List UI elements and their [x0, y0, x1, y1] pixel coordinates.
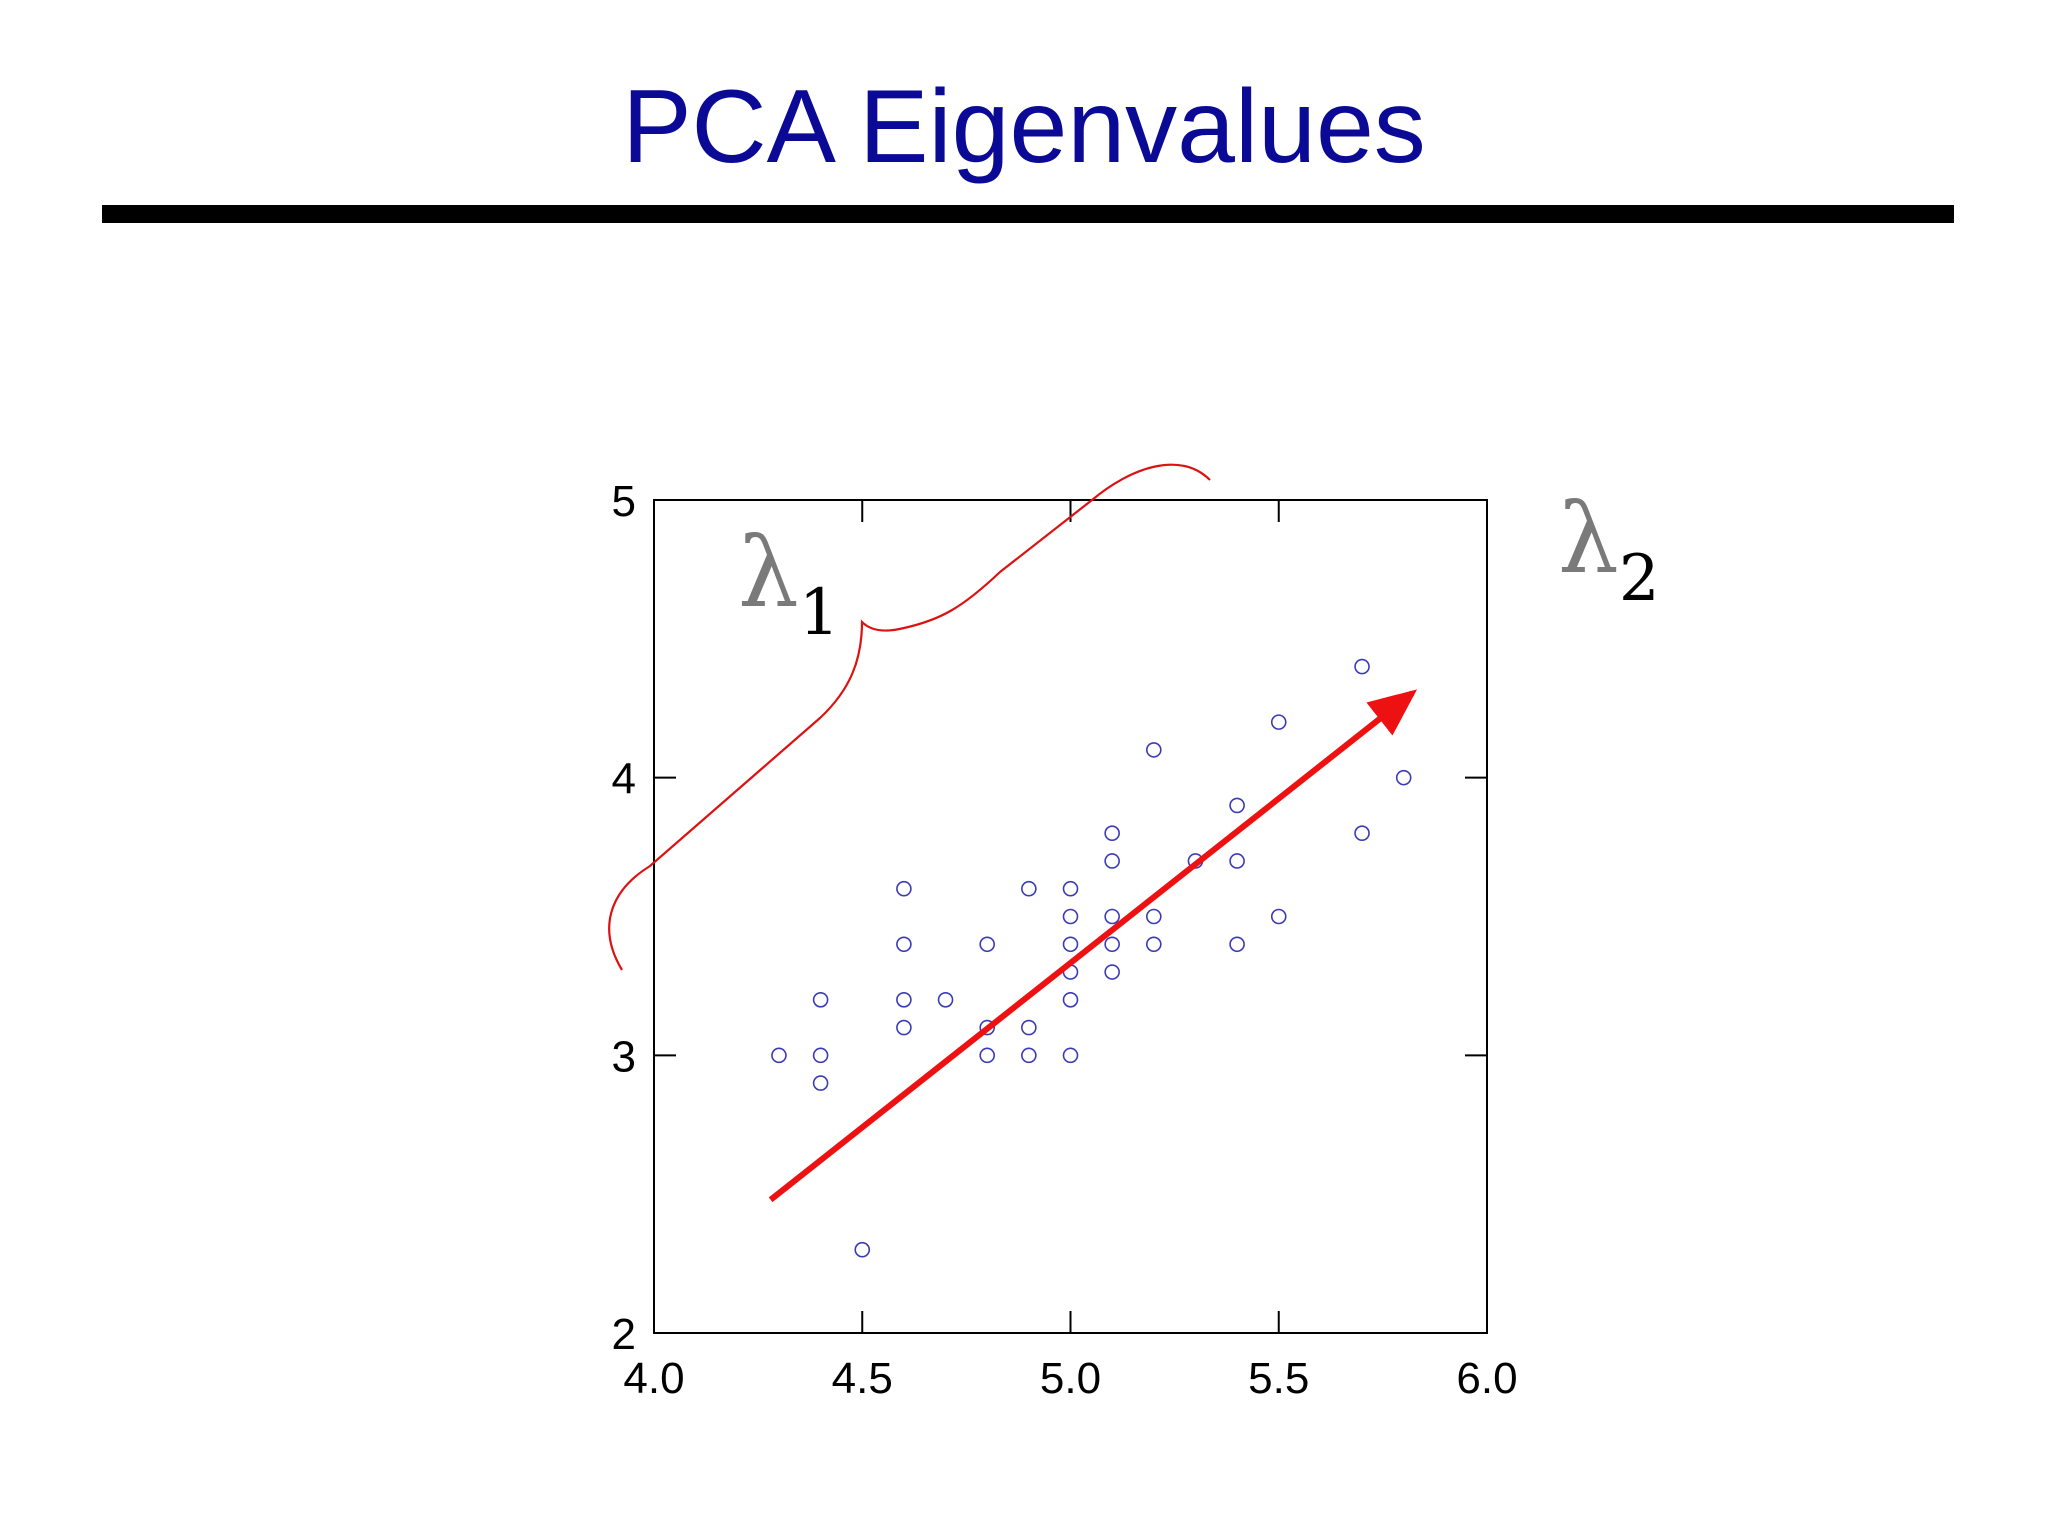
scatter-point	[1104, 908, 1120, 925]
scatter-point	[1229, 797, 1245, 814]
scatter-point	[1270, 908, 1287, 925]
lambda1-label: λ1	[738, 517, 840, 650]
scatter-point	[896, 1019, 912, 1036]
scatter-point	[1229, 853, 1245, 869]
scatter-point	[1270, 714, 1287, 730]
scatter-point	[1021, 1019, 1037, 1036]
y-tick-label: 2	[612, 1310, 636, 1359]
scatter-point	[1104, 853, 1120, 869]
principal-component-arrow	[768, 689, 1418, 1203]
scatter-point	[979, 936, 996, 953]
scatter-point	[1062, 880, 1079, 897]
scatter-point	[1021, 880, 1037, 897]
scatter-point	[812, 1075, 829, 1091]
lambda1-brace	[608, 463, 1211, 971]
scatter-point	[1229, 936, 1245, 953]
x-tick-label: 4.0	[623, 1354, 684, 1403]
scatter-point	[1146, 908, 1162, 925]
scatter-point	[896, 880, 912, 897]
scatter-point	[771, 1047, 787, 1064]
scatter-point	[1021, 1047, 1037, 1064]
y-tick-label: 5	[612, 477, 636, 526]
scatter-point	[1062, 936, 1079, 953]
title-rule	[102, 205, 1954, 223]
y-tick-label: 3	[612, 1032, 636, 1081]
scatter-point	[854, 1241, 871, 1258]
scatter-point	[1104, 825, 1120, 842]
data-points	[771, 658, 1412, 1258]
scatter-point	[1104, 964, 1120, 980]
scatter-point	[937, 991, 954, 1008]
scatter-point	[1062, 1047, 1079, 1064]
slide-title: PCA Eigenvalues	[622, 69, 1426, 185]
axis-ticks	[653, 499, 1488, 1334]
scatter-point	[896, 991, 912, 1008]
x-tick-label: 5.0	[1040, 1354, 1101, 1403]
y-tick-label: 4	[612, 755, 636, 804]
scatter-point	[979, 1019, 996, 1036]
scatter-point	[1354, 658, 1370, 675]
x-tick-label: 4.5	[832, 1354, 893, 1403]
lambda2-label: λ2	[1558, 483, 1660, 616]
scatter-point	[1395, 769, 1412, 786]
x-tick-label: 5.5	[1248, 1354, 1309, 1403]
x-tick-label: 6.0	[1456, 1354, 1517, 1403]
axis-tick-labels: 4.0 4.5 5.0 5.5 6.0 2 3 4 5	[612, 477, 1518, 1403]
scatter-point	[812, 1047, 829, 1064]
scatter-point	[1062, 991, 1079, 1008]
scatter-point	[812, 991, 829, 1008]
scatter-point	[1146, 742, 1162, 758]
scatter-point	[1062, 908, 1079, 925]
scatter-point	[1146, 936, 1162, 953]
scatter-point	[1104, 936, 1120, 953]
scatter-point	[979, 1047, 996, 1064]
scatter-point	[1354, 825, 1370, 842]
scatter-point	[896, 936, 912, 953]
